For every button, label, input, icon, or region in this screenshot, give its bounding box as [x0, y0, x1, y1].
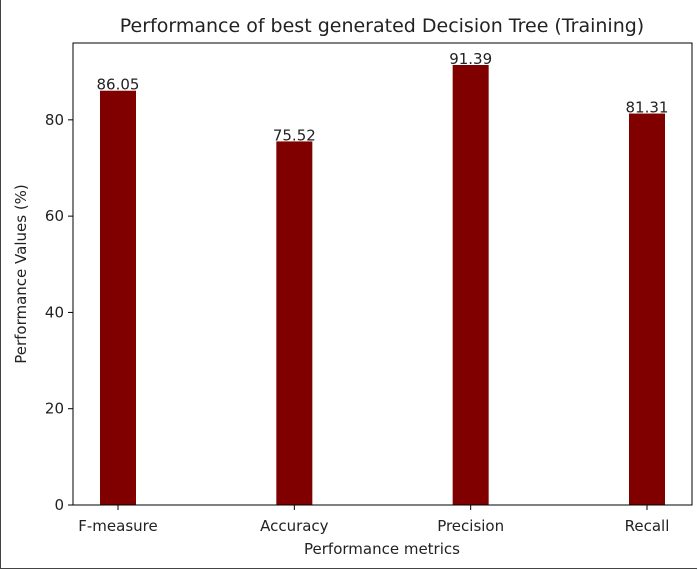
y-tick-label: 80 — [45, 111, 64, 129]
data-label: 81.31 — [626, 99, 669, 117]
data-label: 91.39 — [449, 50, 492, 68]
bar-precision — [452, 65, 489, 505]
y-axis-label: Performance Values (%) — [12, 184, 30, 364]
bar-recall — [629, 113, 665, 505]
x-tick-label: Accuracy — [260, 517, 329, 535]
y-tick-label: 40 — [45, 303, 64, 321]
data-label: 75.52 — [273, 126, 316, 144]
y-tick-label: 0 — [54, 496, 64, 514]
chart-title: Performance of best generated Decision T… — [120, 15, 644, 37]
bar-accuracy — [276, 141, 313, 505]
bar-f-measure — [100, 90, 136, 505]
plot-area: 86.05 F-measure 75.52 Accuracy 91.39 Precisio… — [45, 42, 693, 535]
x-tick-label: Precision — [437, 517, 504, 535]
x-tick-label: F-measure — [78, 517, 157, 535]
x-tick-label: Recall — [625, 517, 670, 535]
x-axis-label: Performance metrics — [304, 540, 460, 558]
y-tick-label: 60 — [45, 207, 64, 225]
axes-spines — [72, 42, 693, 506]
y-tick-label: 20 — [45, 400, 64, 418]
data-label: 86.05 — [97, 76, 140, 94]
